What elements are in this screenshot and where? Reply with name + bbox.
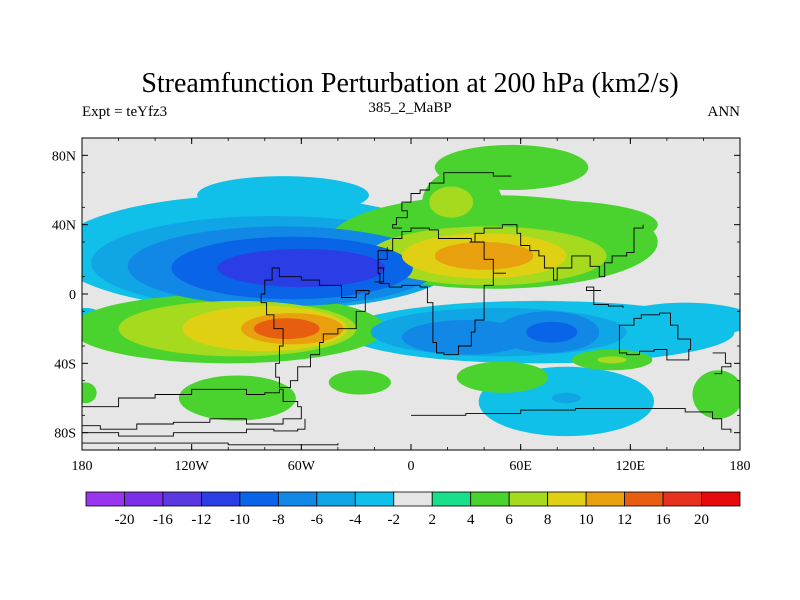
y-axis: 80N 40N 0 40S 80S — [52, 137, 740, 451]
colorbar-swatch — [431, 491, 472, 507]
x-tick-label: 60E — [509, 459, 532, 474]
contour-region — [178, 375, 296, 421]
colorbar-label: 2 — [428, 512, 436, 528]
coastline-layer — [82, 172, 732, 450]
left-label: Expt = teYfz3 — [82, 104, 167, 120]
colorbar-label: -8 — [272, 512, 285, 528]
y-tick-label: 80S — [54, 427, 76, 442]
coastline — [469, 224, 644, 281]
coastline — [392, 172, 512, 229]
chart-title: Streamfunction Perturbation at 200 hPa (… — [141, 68, 678, 99]
contour-region — [526, 321, 578, 343]
x-tick-label: 0 — [408, 459, 415, 474]
colorbar-label: 12 — [617, 512, 632, 528]
coastline — [82, 418, 306, 437]
y-tick-label: 40N — [52, 219, 76, 234]
colorbar-label: -4 — [349, 512, 362, 528]
coastline — [411, 407, 732, 433]
x-tick-label: 120E — [616, 459, 646, 474]
colorbar-label: -16 — [153, 512, 173, 528]
colorbar-swatch — [201, 491, 241, 507]
colorbar-swatch — [662, 491, 702, 507]
colorbar-label: 10 — [579, 512, 594, 528]
colorbar-swatch — [162, 491, 202, 507]
x-tick-label: 180 — [730, 459, 751, 474]
contour-region — [429, 186, 474, 218]
colorbar-label: -10 — [230, 512, 250, 528]
contour-region — [597, 356, 627, 364]
colorbar-swatch — [124, 491, 164, 507]
colorbar-swatch — [508, 491, 549, 507]
colorbar-swatch — [470, 491, 510, 507]
colorbar-label: -12 — [191, 512, 211, 528]
contour-region — [217, 248, 386, 288]
x-tick-label: 180 — [72, 459, 93, 474]
colorbar-swatch — [277, 491, 318, 507]
right-label: ANN — [708, 104, 741, 120]
coastline — [586, 286, 624, 308]
contour-region — [692, 370, 740, 419]
coastline — [374, 227, 506, 356]
contour-region — [197, 176, 369, 215]
colorbar-label: -6 — [311, 512, 324, 528]
colorbar-swatch — [354, 491, 395, 507]
y-tick-label: 0 — [69, 288, 76, 303]
contour-region — [456, 361, 549, 393]
contour-region — [551, 392, 581, 404]
coastline — [82, 388, 302, 430]
colorbar-swatch — [316, 491, 356, 507]
colorbar-swatch — [624, 491, 664, 507]
coastline — [260, 293, 369, 389]
coastline — [618, 312, 692, 361]
colorbar-swatch — [701, 491, 741, 507]
x-axis: 180 120W 60W 0 60E 120E 180 — [72, 138, 751, 474]
colorbar-swatch — [393, 491, 433, 507]
colorbar-label: 6 — [505, 512, 513, 528]
y-tick-label: 40S — [54, 357, 76, 372]
colorbar-label: 8 — [544, 512, 552, 528]
contour-region — [328, 370, 391, 395]
contour-region — [253, 318, 320, 340]
contour-region — [615, 302, 740, 338]
center-label: 385_2_MaBP — [368, 100, 451, 116]
colorbar-swatch — [239, 491, 279, 507]
colorbar-label: 4 — [467, 512, 475, 528]
coastline — [261, 267, 370, 298]
colorbar: -20 -16 -12 -10 -8 -6 -4 -2 2 4 6 8 10 12 16 20 — [85, 491, 741, 528]
x-tick-label: 120W — [175, 459, 210, 474]
colorbar-swatch — [585, 491, 625, 507]
colorbar-label: 16 — [656, 512, 672, 528]
colorbar-swatch — [547, 491, 587, 507]
contour-fill-layer — [82, 144, 740, 437]
colorbar-label: 20 — [694, 512, 709, 528]
colorbar-label: -2 — [388, 512, 401, 528]
coastline — [82, 442, 339, 446]
colorbar-label: -20 — [114, 512, 134, 528]
x-tick-label: 60W — [288, 459, 316, 474]
contour-region — [82, 382, 97, 404]
coastline — [712, 352, 732, 375]
y-tick-label: 80N — [52, 149, 76, 164]
colorbar-swatch — [85, 491, 125, 507]
